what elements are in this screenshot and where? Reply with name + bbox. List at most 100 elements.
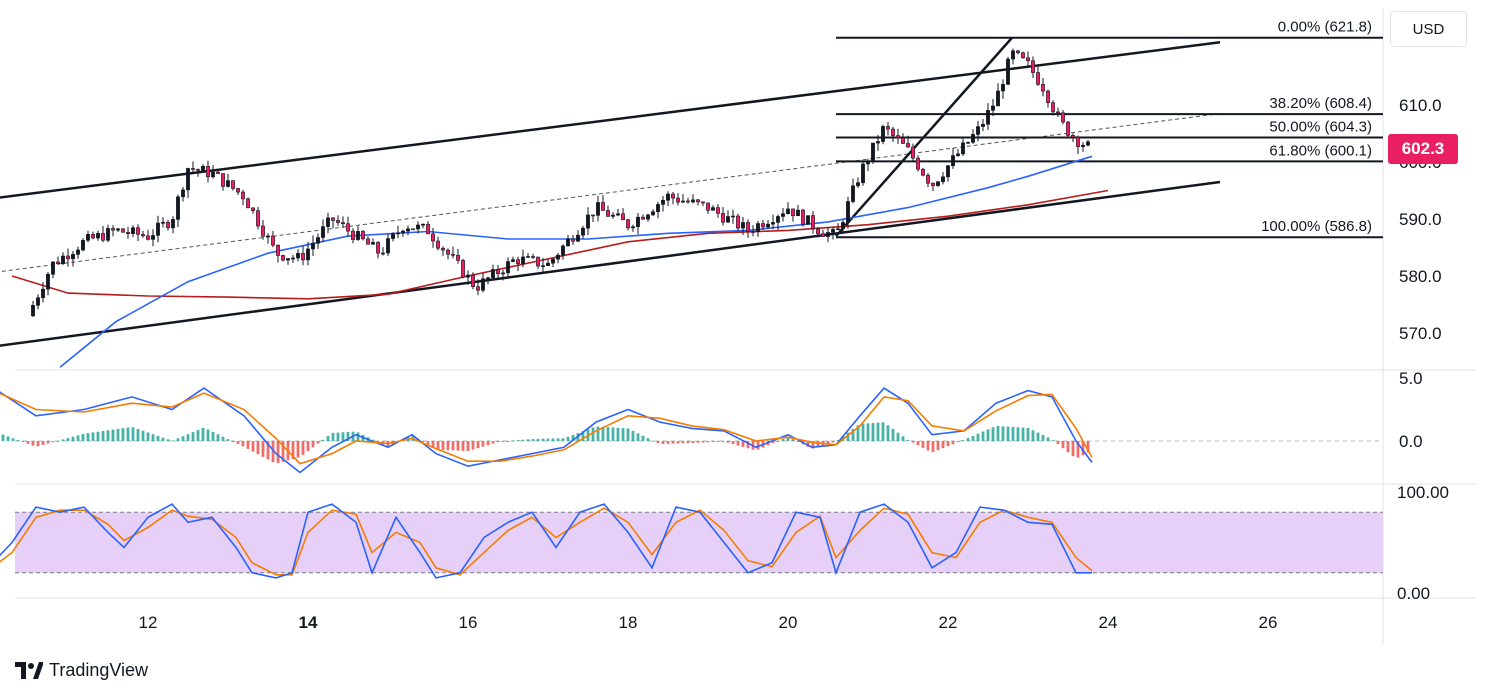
candle-body xyxy=(236,188,240,193)
candle-body xyxy=(801,209,805,225)
candle xyxy=(261,220,265,240)
oscillator-signal-line xyxy=(0,392,1093,465)
candle-body xyxy=(586,214,590,229)
candle xyxy=(191,161,195,175)
candle-body xyxy=(986,110,990,125)
candle-body xyxy=(266,235,270,238)
candle xyxy=(571,234,575,245)
histogram-bar xyxy=(191,432,195,441)
oscillator-axis-tick-1: 0.0 xyxy=(1399,432,1423,451)
candle xyxy=(41,282,45,303)
histogram-bar xyxy=(881,422,885,441)
histogram-bar xyxy=(341,432,345,441)
candle-body xyxy=(946,165,950,178)
candle-body xyxy=(396,232,400,235)
candle xyxy=(976,120,980,142)
histogram-bar xyxy=(1011,426,1015,441)
candle-body xyxy=(76,249,80,255)
candle-body xyxy=(166,222,170,229)
candle xyxy=(46,271,50,296)
histogram-bar xyxy=(676,441,680,444)
currency-selector[interactable]: USD xyxy=(1390,11,1467,47)
candle xyxy=(971,129,975,144)
candle xyxy=(706,202,710,214)
histogram-bar xyxy=(496,441,500,443)
histogram-bar xyxy=(826,441,830,444)
candle-body xyxy=(281,255,285,261)
candle xyxy=(231,180,235,191)
candle xyxy=(406,225,410,236)
candle xyxy=(256,206,260,230)
histogram-bar xyxy=(56,440,60,442)
candle xyxy=(546,258,550,267)
candle-body xyxy=(341,222,345,224)
candle-body xyxy=(611,214,615,217)
candle-body xyxy=(311,242,315,250)
histogram-bar xyxy=(526,439,530,441)
candle-body xyxy=(501,272,505,275)
candle-body xyxy=(161,222,165,224)
candle-body xyxy=(736,215,740,229)
candle xyxy=(886,121,890,136)
price-axis-tick-2: 590.0 xyxy=(1399,210,1442,229)
candle xyxy=(981,119,985,132)
current-price-badge: 602.3 xyxy=(1388,134,1458,164)
candle-body xyxy=(606,210,610,217)
candle-body xyxy=(671,193,675,199)
candle-body xyxy=(231,180,235,189)
candle xyxy=(491,264,495,281)
candle xyxy=(161,217,165,228)
candle-body xyxy=(431,233,435,242)
stochastic-axis-tick-1: 0.00 xyxy=(1397,584,1430,603)
candle xyxy=(426,221,430,235)
histogram-bar xyxy=(101,430,105,441)
candle xyxy=(341,216,345,228)
candle-body xyxy=(61,255,65,264)
histogram-bar xyxy=(911,441,915,443)
candle xyxy=(521,249,525,268)
brand[interactable]: TradingView xyxy=(15,660,148,681)
candle xyxy=(821,229,825,237)
candle-body xyxy=(706,202,710,211)
candle xyxy=(71,250,75,267)
candle-body xyxy=(971,134,975,143)
candle xyxy=(601,195,605,211)
candle xyxy=(441,246,445,257)
candle-body xyxy=(516,259,520,265)
candle-body xyxy=(106,228,110,241)
candle-body xyxy=(806,215,810,225)
candle xyxy=(656,201,660,219)
histogram-bar xyxy=(921,441,925,448)
histogram-bar xyxy=(51,441,55,443)
histogram-bar xyxy=(936,441,940,451)
candle xyxy=(481,273,485,293)
histogram-bar xyxy=(1016,427,1020,441)
candle xyxy=(511,256,515,263)
histogram-bar xyxy=(146,432,150,441)
candle-body xyxy=(346,223,350,232)
candle xyxy=(471,272,475,290)
histogram-bar xyxy=(301,441,305,455)
candle-body xyxy=(931,182,935,186)
price-panel[interactable]: 0.00% (621.8) 38.20% (608.4) 50.00% (604.3… xyxy=(0,19,1383,368)
histogram-bar xyxy=(861,423,865,441)
candle-body xyxy=(776,216,780,223)
candle-body xyxy=(1016,50,1020,54)
candle-body xyxy=(426,223,430,235)
histogram-bar xyxy=(96,431,100,441)
histogram-bar xyxy=(721,441,725,442)
candle xyxy=(961,138,965,156)
candle-body xyxy=(901,137,905,144)
candle-body xyxy=(571,238,575,242)
histogram-bar xyxy=(426,441,430,445)
candle-body xyxy=(291,257,295,260)
oscillator-panel[interactable] xyxy=(0,384,1383,474)
stochastic-panel[interactable] xyxy=(0,503,1383,579)
candle-body xyxy=(491,269,495,279)
candle xyxy=(346,216,350,237)
histogram-bar xyxy=(26,441,30,444)
candle-body xyxy=(911,146,915,159)
candle xyxy=(371,238,375,245)
candle-body xyxy=(666,193,670,201)
